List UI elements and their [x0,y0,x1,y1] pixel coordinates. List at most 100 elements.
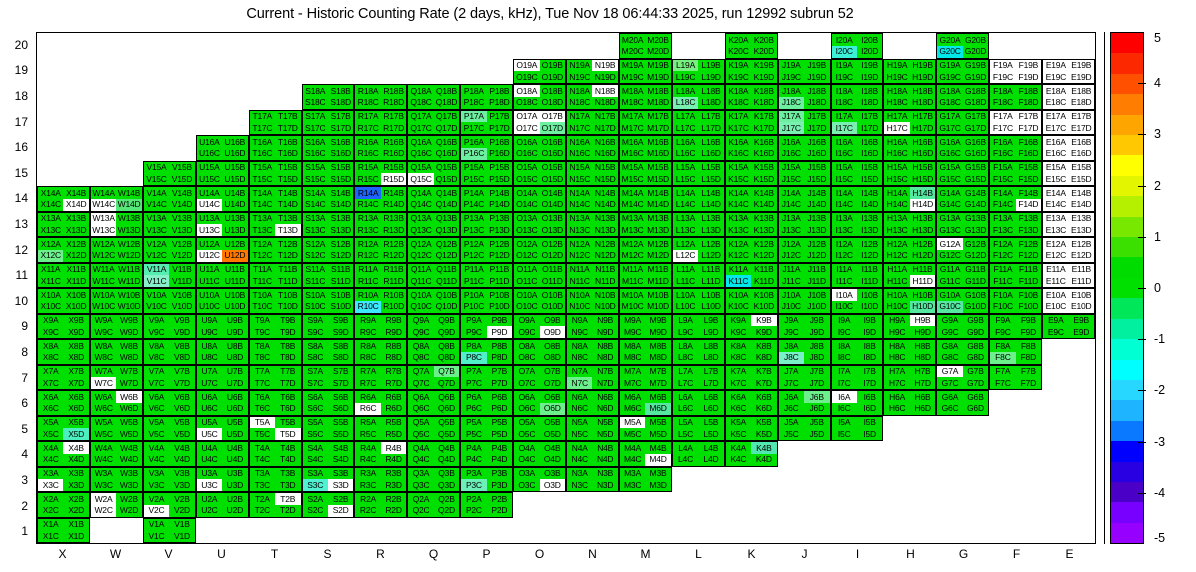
detector-quadrant[interactable]: E9A [1043,314,1069,327]
detector-quadrant[interactable]: O5D [539,428,565,440]
detector-quadrant[interactable]: N6A [567,391,593,403]
detector-quadrant[interactable]: H18C [884,96,910,109]
detector-quadrant[interactable]: X1B [63,518,89,531]
detector-quadrant[interactable]: S13D [327,224,354,236]
detector-quadrant[interactable]: E10B [1068,289,1094,301]
detector-quadrant[interactable]: V14C [143,198,170,211]
detector-quadrant[interactable]: P14C [461,198,487,211]
detector-quadrant[interactable]: U14A [196,187,223,199]
detector-cell[interactable]: J9A J9B J9C J9D [777,313,831,339]
detector-quadrant[interactable]: U14C [196,198,223,211]
detector-cell[interactable]: X11A X11B X11C X11D [37,262,90,288]
detector-quadrant[interactable]: G18A [937,85,963,97]
detector-quadrant[interactable]: H12C [884,249,910,262]
detector-quadrant[interactable]: S4D [327,453,354,466]
detector-quadrant[interactable]: K19D [751,71,777,83]
detector-quadrant[interactable]: O12C [514,249,540,262]
detector-quadrant[interactable]: I6B [856,391,883,403]
detector-quadrant[interactable]: E11C [1043,275,1069,287]
detector-quadrant[interactable]: F16B [1015,136,1042,148]
detector-cell[interactable]: F19A F19B F19C F19D [989,58,1043,84]
detector-quadrant[interactable]: O5C [514,428,540,440]
detector-cell[interactable]: M4A M4B M4C M4D [618,441,672,467]
detector-quadrant[interactable]: N10D [592,300,618,313]
detector-cell[interactable]: K20A K20B K20C K20D [724,33,778,59]
detector-quadrant[interactable]: H16B [909,136,936,148]
detector-quadrant[interactable]: E19C [1043,71,1069,83]
detector-quadrant[interactable]: K16D [751,147,777,160]
detector-cell[interactable]: S14A S14B S14C S14D [301,186,355,212]
detector-cell[interactable]: L12A L12B L12C L12D [671,237,725,263]
detector-quadrant[interactable]: F13D [1015,224,1042,236]
detector-quadrant[interactable]: W2D [116,504,142,517]
detector-quadrant[interactable]: N3D [592,479,618,491]
detector-quadrant[interactable]: W7A [90,365,117,378]
detector-quadrant[interactable]: T14B [275,187,301,199]
detector-quadrant[interactable]: O15D [539,173,565,185]
detector-quadrant[interactable]: N10C [567,300,593,313]
detector-quadrant[interactable]: I5A [831,416,857,429]
detector-cell[interactable]: U8A U8B U8C U8D [195,339,249,365]
detector-quadrant[interactable]: L9B [698,314,724,327]
detector-quadrant[interactable]: U12A [196,238,223,250]
detector-quadrant[interactable]: G19A [937,59,963,72]
detector-cell[interactable]: K7A K7B K7C K7D [724,364,778,390]
detector-quadrant[interactable]: X9B [63,314,89,327]
detector-quadrant[interactable]: P13D [486,224,513,236]
detector-quadrant[interactable]: L10C [672,300,699,313]
detector-quadrant[interactable]: W11C [90,275,117,287]
detector-quadrant[interactable]: N18D [592,96,618,109]
detector-quadrant[interactable]: S8B [327,340,354,352]
detector-quadrant[interactable]: V11B [169,263,195,276]
detector-quadrant[interactable]: U4D [222,453,248,466]
detector-cell[interactable]: U15A U15B U15C U15D [195,160,249,186]
detector-quadrant[interactable]: R15D [380,173,407,185]
detector-quadrant[interactable]: L18C [672,96,699,109]
detector-quadrant[interactable]: J12B [804,238,830,250]
detector-quadrant[interactable]: P4A [461,442,487,454]
detector-quadrant[interactable]: T16A [249,136,276,148]
detector-quadrant[interactable]: U3C [196,479,223,491]
detector-quadrant[interactable]: M5B [645,416,671,429]
detector-quadrant[interactable]: T7B [275,365,301,378]
detector-quadrant[interactable]: J17D [804,122,830,134]
detector-quadrant[interactable]: M18C [619,96,646,109]
detector-quadrant[interactable]: L12B [698,238,724,250]
detector-quadrant[interactable]: K6A [725,391,752,403]
detector-quadrant[interactable]: T4B [275,442,301,454]
detector-quadrant[interactable]: L19B [698,59,724,72]
detector-quadrant[interactable]: X9D [63,326,89,338]
detector-quadrant[interactable]: T12A [249,238,276,250]
detector-quadrant[interactable]: R12B [380,238,407,250]
detector-quadrant[interactable]: V3A [143,467,170,480]
detector-quadrant[interactable]: I15C [831,173,857,185]
detector-quadrant[interactable]: R12A [355,238,381,250]
detector-quadrant[interactable]: J12D [804,249,830,262]
detector-cell[interactable]: E19A E19B E19C E19D [1042,58,1095,84]
detector-quadrant[interactable]: U9C [196,326,223,338]
detector-quadrant[interactable]: E12C [1043,249,1069,262]
detector-quadrant[interactable]: V1C [143,530,170,542]
detector-quadrant[interactable]: L17A [672,110,699,123]
detector-cell[interactable]: M8A M8B M8C M8D [618,339,672,365]
detector-quadrant[interactable]: S11B [327,263,354,276]
detector-quadrant[interactable]: I16D [856,147,883,160]
detector-quadrant[interactable]: Q4A [408,442,434,454]
detector-quadrant[interactable]: S10A [302,289,328,301]
detector-quadrant[interactable]: Q5D [433,428,460,440]
detector-quadrant[interactable]: W5B [116,416,142,429]
detector-quadrant[interactable]: M6B [645,391,671,403]
detector-quadrant[interactable]: I5D [856,428,883,440]
detector-quadrant[interactable]: T14A [249,187,276,199]
detector-cell[interactable]: H16A H16B H16C H16D [883,135,937,161]
detector-quadrant[interactable]: R8A [355,340,381,352]
detector-quadrant[interactable]: O15A [514,161,540,174]
detector-quadrant[interactable]: N18C [567,96,593,109]
detector-quadrant[interactable]: S8D [327,351,354,364]
detector-quadrant[interactable]: K11B [751,263,777,276]
detector-quadrant[interactable]: I7D [856,377,883,389]
detector-cell[interactable]: O13A O13B O13C O13D [513,211,566,237]
detector-quadrant[interactable]: V2A [143,493,170,505]
detector-quadrant[interactable]: J11A [778,263,805,276]
detector-quadrant[interactable]: J17B [804,110,830,123]
